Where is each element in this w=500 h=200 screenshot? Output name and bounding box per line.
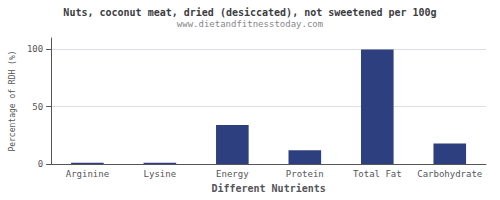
svg-text:0: 0 xyxy=(38,159,43,169)
svg-text:50: 50 xyxy=(32,102,43,112)
svg-text:www.dietandfitnesstoday.com: www.dietandfitnesstoday.com xyxy=(177,19,323,29)
svg-text:Nuts, coconut meat, dried (des: Nuts, coconut meat, dried (desiccated), … xyxy=(63,7,436,18)
svg-text:Different Nutrients: Different Nutrients xyxy=(211,183,325,194)
svg-text:100: 100 xyxy=(27,44,43,54)
svg-text:Percentage of RDH (%): Percentage of RDH (%) xyxy=(8,50,17,151)
svg-text:Carbohydrate: Carbohydrate xyxy=(417,169,482,179)
svg-text:Lysine: Lysine xyxy=(144,169,177,179)
svg-text:Protein: Protein xyxy=(286,169,324,179)
svg-text:Arginine: Arginine xyxy=(66,169,109,179)
svg-text:Energy: Energy xyxy=(216,169,249,179)
svg-text:Total Fat: Total Fat xyxy=(353,169,402,179)
